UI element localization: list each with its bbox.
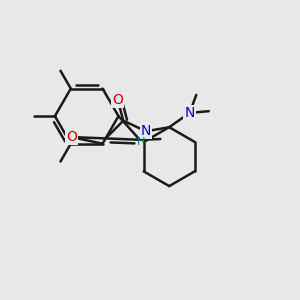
Text: O: O: [112, 93, 123, 107]
Text: H: H: [136, 137, 145, 148]
Text: N: N: [184, 106, 195, 120]
Text: O: O: [66, 130, 77, 144]
Text: N: N: [141, 124, 151, 138]
